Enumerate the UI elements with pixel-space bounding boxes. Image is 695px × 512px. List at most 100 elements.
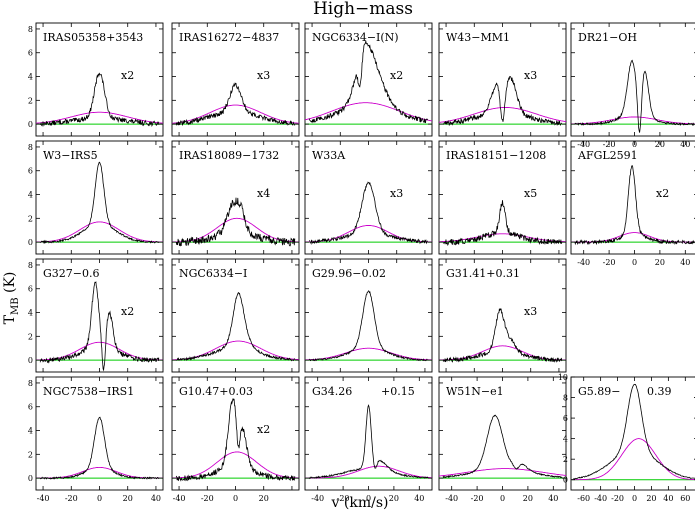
y-tick-label: 0 <box>28 238 33 247</box>
panel-source-label: W43−MM1 <box>446 31 510 44</box>
y-axis-label-sub: MB <box>10 297 21 315</box>
y-tick-label: 0 <box>28 356 33 365</box>
x-tick-label: 20 <box>646 494 656 503</box>
x-tick-label: -40 <box>445 494 458 503</box>
x-tick-label: -40 <box>173 494 186 503</box>
panel-scale-factor: x2 <box>257 423 270 436</box>
x-tick-label: 0 <box>366 494 371 503</box>
spectrum-panel: IRAS18089−1732 x4 <box>171 140 300 255</box>
panel-source-label: G29.96−0.02 <box>312 267 386 280</box>
panel-source-label: G31.41+0.31 <box>446 267 520 280</box>
panel-scale-factor: x5 <box>524 187 537 200</box>
x-tick-label: -20 <box>337 494 350 503</box>
x-tick-label: -60 <box>577 494 590 503</box>
panel-source-label: AFGL2591 <box>577 149 638 162</box>
y-tick-label: 8 <box>563 394 568 403</box>
spectrum-line <box>309 290 428 362</box>
panel-source-label: IRAS18089−1732 <box>179 149 279 162</box>
x-tick-label: 60 <box>680 494 690 503</box>
y-tick-label: 0 <box>28 474 33 483</box>
panel-source-label: NGC6334−I <box>179 267 247 280</box>
x-tick-label: -20 <box>611 494 624 503</box>
x-tick-label: 20 <box>655 258 665 267</box>
y-tick-label: 6 <box>28 167 33 176</box>
panel-source-label-suffix: +0.15 <box>381 385 415 398</box>
spectrum-panel: IRAS16272−4837 x3 <box>171 22 300 137</box>
y-tick-label: 6 <box>28 49 33 58</box>
x-tick-label: 20 <box>389 494 399 503</box>
spectrum-panel: 0 2 4 6 8 G327−0.6 x2 <box>28 258 164 373</box>
x-tick-label: 0 <box>632 258 637 267</box>
panel-source-label-suffix: 0.39 <box>647 385 672 398</box>
spectrum-line <box>442 200 563 246</box>
y-tick-label: 4 <box>28 427 33 436</box>
spectrum-line <box>175 292 296 362</box>
panel-scale-factor: x4 <box>257 187 270 200</box>
spectrum-line <box>574 164 695 246</box>
spectrum-line <box>175 197 296 247</box>
spectrum-panel: 0 2 4 6 8 W3−IRS5 <box>28 140 164 255</box>
x-tick-label: 40 <box>680 258 690 267</box>
spectrum-panel: 0 2 4 6 8 -40 -20 0 20 40 NGC7538−IRS1 <box>28 376 164 503</box>
spectrum-panel: NGC6334−I <box>171 258 300 373</box>
panel-source-label: G327−0.6 <box>43 267 100 280</box>
panel-source-label: IRAS16272−4837 <box>179 31 279 44</box>
panel-scale-factor: x3 <box>524 69 537 82</box>
panel-scale-factor: x2 <box>121 69 134 82</box>
y-tick-label: 2 <box>28 96 33 105</box>
panel-source-label: NGC6334−I(N) <box>312 31 399 44</box>
x-tick-label: 40 <box>663 494 673 503</box>
x-tick-label: -40 <box>37 494 50 503</box>
x-tick-label: -40 <box>311 494 324 503</box>
panel-source-label: W33A <box>312 149 346 162</box>
x-tick-label: 0 <box>632 494 637 503</box>
y-tick-label: 2 <box>28 214 33 223</box>
spectrum-line <box>573 383 695 480</box>
panel-source-label: DR21−OH <box>578 31 637 44</box>
y-tick-label: 4 <box>28 191 33 200</box>
x-tick-label: 40 <box>548 494 558 503</box>
panel-source-label: G5.89− <box>578 385 621 398</box>
y-axis-label-main: T <box>2 314 18 324</box>
y-tick-label: 8 <box>28 25 33 34</box>
panel-scale-factor: x3 <box>390 187 403 200</box>
x-tick-label: -20 <box>201 494 214 503</box>
spectrum-line <box>39 161 160 245</box>
spectrum-line <box>442 308 563 363</box>
panel-source-label: IRAS05358+3543 <box>43 31 143 44</box>
y-tick-label: 4 <box>28 309 33 318</box>
y-tick-label: 6 <box>28 403 33 412</box>
spectrum-panel: G31.41+0.31 x3 <box>438 258 567 373</box>
y-tick-label: 2 <box>563 455 568 464</box>
svg-text:TMB (K): TMB (K) <box>2 272 21 325</box>
spectrum-line <box>574 59 695 133</box>
gaussian-fit-line <box>305 102 432 122</box>
spectrum-panel: IRAS18151−1208 x5 <box>438 140 567 255</box>
panel-scale-factor: x3 <box>524 305 537 318</box>
x-tick-label: 20 <box>523 494 533 503</box>
panel-source-label: W3−IRS5 <box>43 149 98 162</box>
spectrum-panel: 0 2 4 6 8 10 -60 -40 -20 0 20 40 60 G5.89− 0.39 <box>558 373 695 503</box>
panel-source-label: NGC7538−IRS1 <box>43 385 134 398</box>
spectrum-line <box>175 82 296 127</box>
x-tick-label: 0 <box>233 494 238 503</box>
x-tick-label: 0 <box>97 494 102 503</box>
y-tick-label: 6 <box>28 285 33 294</box>
gaussian-fit-line <box>36 341 163 361</box>
y-tick-label: 10 <box>558 373 568 382</box>
x-tick-label: 0 <box>500 494 505 503</box>
x-tick-label: 40 <box>414 494 424 503</box>
gaussian-fit-line <box>439 468 566 477</box>
x-tick-label: -20 <box>471 494 484 503</box>
x-tick-label: -40 <box>594 494 607 503</box>
x-tick-label: -40 <box>577 258 590 267</box>
x-tick-label: -20 <box>65 494 78 503</box>
y-tick-label: 8 <box>28 261 33 270</box>
y-tick-label: 8 <box>28 143 33 152</box>
gaussian-fit-line <box>305 347 432 361</box>
y-tick-label: 0 <box>563 476 568 485</box>
gaussian-fit-line <box>172 451 299 479</box>
spectrum-line <box>308 40 429 124</box>
y-tick-label: 4 <box>28 73 33 82</box>
